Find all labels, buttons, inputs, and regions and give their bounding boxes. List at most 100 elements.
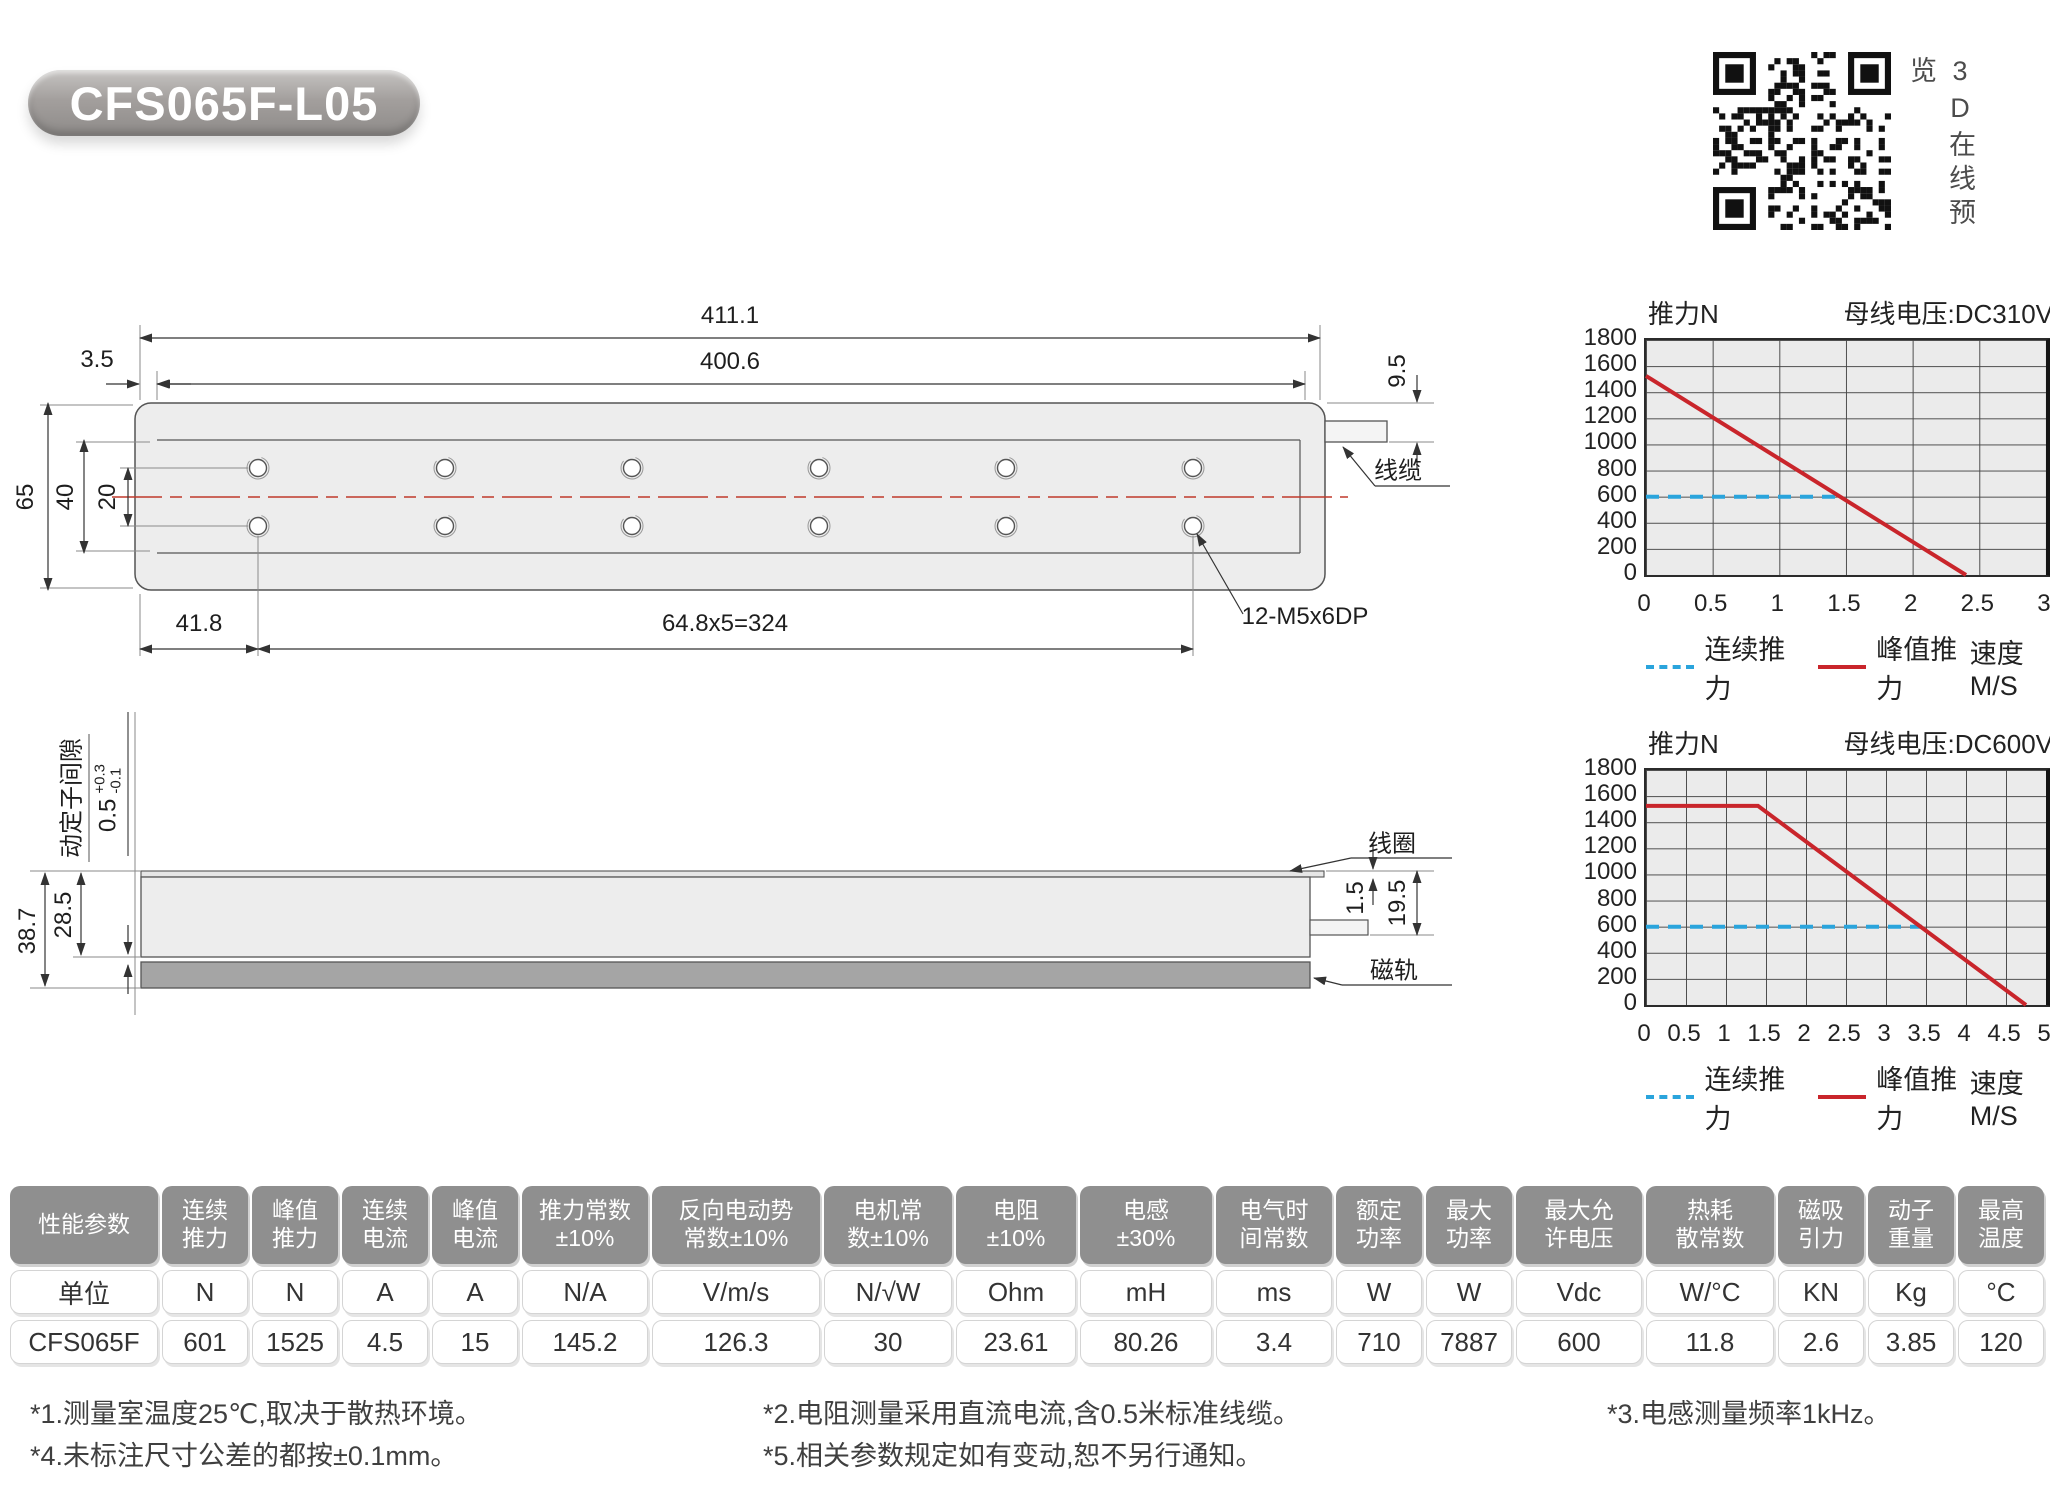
hole-thread-arcs bbox=[246, 456, 1205, 538]
column-unit: 单位 bbox=[10, 1270, 158, 1314]
mounting-holes bbox=[248, 458, 1203, 536]
column-value: 11.8 bbox=[1646, 1320, 1774, 1364]
tick-label: 1 bbox=[1717, 1020, 1731, 1047]
table-column: 推力常数 ±10% N/A 145.2 bbox=[522, 1186, 648, 1364]
side-view bbox=[30, 712, 1452, 1015]
qr-caption: 3D在线预览 bbox=[1906, 56, 1975, 232]
x-axis-ticks: 0 0.5 1 1.5 2 2.5 3 bbox=[1624, 590, 2050, 618]
column-unit: Ohm bbox=[956, 1270, 1076, 1314]
footnote-3: *3.电感测量频率1kHz。 bbox=[1607, 1399, 1891, 1429]
table-column: 额定 功率 W 710 bbox=[1336, 1186, 1422, 1364]
dim-cable-width: 9.5 bbox=[1384, 354, 1411, 388]
table-column: 电阻 ±10% Ohm 23.61 bbox=[956, 1186, 1076, 1364]
column-header: 热耗 散常数 bbox=[1646, 1186, 1774, 1264]
tick-label: 600 bbox=[1596, 910, 1637, 938]
dim-total-height: 38.7 bbox=[14, 907, 41, 955]
tick-label: 1.5 bbox=[1827, 590, 1861, 617]
footnote-4: *4.未标注尺寸公差的都按±0.1mm。 bbox=[30, 1441, 458, 1471]
legend-dash-blue-icon bbox=[1646, 1095, 1695, 1099]
column-value: 23.61 bbox=[956, 1320, 1076, 1364]
hole-spec-label: 12-M5x6DP bbox=[1241, 603, 1369, 630]
plot-area bbox=[1644, 338, 2050, 577]
dim-plate-thickness: 1.5 bbox=[1342, 881, 1369, 915]
tick-label: 1600 bbox=[1583, 780, 1637, 808]
extension-lines-side bbox=[30, 712, 1434, 1015]
column-value: CFS065F bbox=[10, 1320, 158, 1364]
top-plate-side bbox=[140, 870, 1325, 878]
dim-body-length: 400.6 bbox=[699, 348, 761, 375]
column-unit: ms bbox=[1216, 1270, 1332, 1314]
coil-label: 线圈 bbox=[1368, 830, 1416, 858]
tick-label: 3 bbox=[1877, 1020, 1891, 1047]
column-unit: A bbox=[432, 1270, 518, 1314]
y-axis-title: 推力N bbox=[1648, 299, 1719, 329]
column-header: 峰值 推力 bbox=[252, 1186, 338, 1264]
table-column: 动子 重量 Kg 3.85 bbox=[1868, 1186, 1954, 1364]
tick-label: 400 bbox=[1596, 936, 1637, 964]
column-header: 最大允 许电压 bbox=[1516, 1186, 1642, 1264]
column-header: 性能参数 bbox=[10, 1186, 158, 1264]
legend-dash-blue-icon bbox=[1646, 665, 1695, 669]
column-header: 电气时 间常数 bbox=[1216, 1186, 1332, 1264]
table-column: 性能参数单位 CFS065F bbox=[10, 1186, 158, 1364]
stator-gap-note: 动定子间隙 0.5 +0.3 -0.1 bbox=[51, 734, 125, 862]
column-unit: W bbox=[1426, 1270, 1512, 1314]
motor-body-top bbox=[134, 402, 1326, 591]
parameter-table: 性能参数 单位 CFS065F 连续 推力 N 601 峰值 推力 N 1525 连续 电流… bbox=[10, 1186, 2044, 1364]
dimension-lines-top bbox=[43, 333, 1450, 654]
column-header: 最高 温度 bbox=[1958, 1186, 2044, 1264]
x-axis-label: 速度M/S bbox=[1969, 639, 2024, 701]
footnote-5: *5.相关参数规定如有变动,恕不另行通知。 bbox=[763, 1441, 1263, 1471]
column-unit: N bbox=[162, 1270, 248, 1314]
column-value: 3.85 bbox=[1868, 1320, 1954, 1364]
thrust-speed-chart-dc310v: 推力N 母线电压:DC310V 1800 1600 1400 1200 1000 800 6… bbox=[1584, 294, 2050, 706]
column-value: 120 bbox=[1958, 1320, 2044, 1364]
tick-label: 2.5 bbox=[1827, 1020, 1861, 1047]
y-axis-ticks: 1800 1600 1400 1200 1000 800 600 400 200 0 bbox=[1584, 326, 1644, 585]
bus-voltage-label: 母线电压:DC600V bbox=[1843, 729, 2050, 759]
table-column: 磁吸 引力 KN 2.6 bbox=[1778, 1186, 1864, 1364]
y-axis-title: 推力N bbox=[1648, 729, 1719, 759]
tick-label: 1400 bbox=[1583, 806, 1637, 834]
table-column: 最大 功率 W 7887 bbox=[1426, 1186, 1512, 1364]
tick-label: 1800 bbox=[1583, 324, 1637, 351]
footnote-1: *1.测量室温度25℃,取决于散热环境。 bbox=[30, 1399, 482, 1429]
dimension-lines-side bbox=[40, 843, 1452, 994]
column-unit: W/°C bbox=[1646, 1270, 1774, 1314]
tick-label: 1.5 bbox=[1747, 1020, 1781, 1047]
column-value: 15 bbox=[432, 1320, 518, 1364]
tick-label: 3.5 bbox=[1907, 1020, 1941, 1047]
dim-tab-height: 19.5 bbox=[1384, 879, 1411, 927]
legend-line-red-icon bbox=[1817, 665, 1867, 669]
column-unit: W bbox=[1336, 1270, 1422, 1314]
column-unit: N/A bbox=[522, 1270, 648, 1314]
peak-thrust-line bbox=[1646, 803, 2028, 1007]
tick-label: 2 bbox=[1797, 1020, 1811, 1047]
legend-peak-label: 峰值推力 bbox=[1876, 635, 1958, 704]
tick-label: 1000 bbox=[1583, 858, 1637, 886]
tick-label: 0.5 bbox=[1667, 1020, 1701, 1047]
column-value: 1525 bbox=[252, 1320, 338, 1364]
table-column: 电气时 间常数 ms 3.4 bbox=[1216, 1186, 1332, 1364]
column-unit: mH bbox=[1080, 1270, 1212, 1314]
column-unit: V/m/s bbox=[652, 1270, 820, 1314]
column-header: 电感 ±30% bbox=[1080, 1186, 1212, 1264]
thrust-speed-chart-dc600v: 推力N 母线电压:DC600V 1800 1600 1400 1200 1000 800 6… bbox=[1584, 724, 2050, 1136]
column-header: 峰值 电流 bbox=[432, 1186, 518, 1264]
cable-tab-side bbox=[1309, 919, 1369, 936]
dim-first-hole: 41.8 bbox=[175, 610, 223, 637]
tick-label: 4.5 bbox=[1987, 1020, 2021, 1047]
column-unit: N/√W bbox=[824, 1270, 952, 1314]
column-value: 2.6 bbox=[1778, 1320, 1864, 1364]
dim-inner-width: 40 bbox=[52, 483, 79, 511]
column-value: 3.4 bbox=[1216, 1320, 1332, 1364]
table-column: 连续 推力 N 601 bbox=[162, 1186, 248, 1364]
column-value: 126.3 bbox=[652, 1320, 820, 1364]
table-column: 电机常 数±10% N/√W 30 bbox=[824, 1186, 952, 1364]
table-column: 最高 温度 °C 120 bbox=[1958, 1186, 2044, 1364]
table-column: 热耗 散常数 W/°C 11.8 bbox=[1646, 1186, 1774, 1364]
tolerance-stack: +0.3 -0.1 bbox=[92, 764, 125, 794]
tick-label: 0 bbox=[1637, 1020, 1651, 1047]
column-header: 磁吸 引力 bbox=[1778, 1186, 1864, 1264]
column-unit: KN bbox=[1778, 1270, 1864, 1314]
